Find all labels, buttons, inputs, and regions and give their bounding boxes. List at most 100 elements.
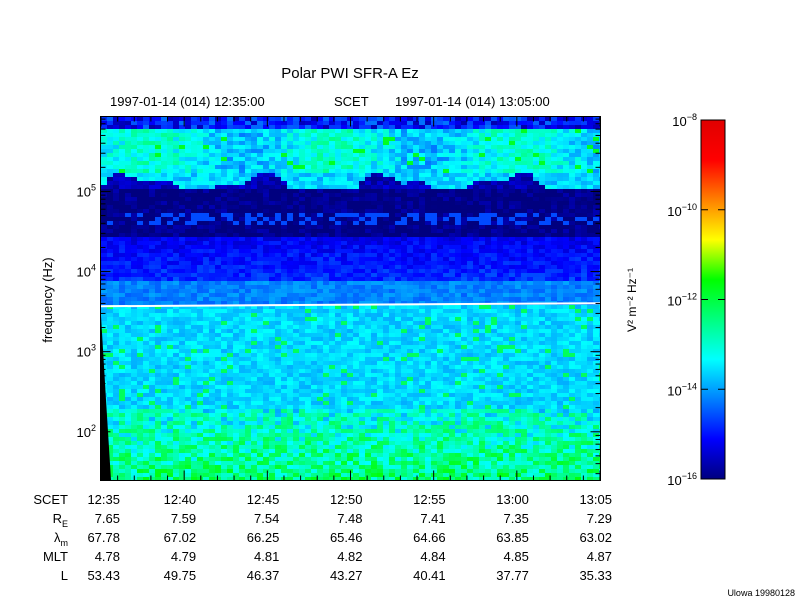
- spectrogram-cell: [311, 349, 318, 354]
- spectrogram-cell: [317, 317, 324, 322]
- spectrogram-cell: [161, 149, 168, 154]
- spectrogram-cell: [119, 365, 126, 370]
- spectrogram-cell: [311, 249, 318, 254]
- spectrogram-cell: [341, 433, 348, 438]
- spectrogram-cell: [317, 433, 324, 438]
- spectrogram-cell: [137, 345, 144, 350]
- spectrogram-cell: [113, 393, 120, 398]
- spectrogram-cell: [299, 117, 306, 122]
- spectrogram-cell: [299, 213, 306, 218]
- spectrogram-cell: [203, 301, 210, 306]
- spectrogram-cell: [269, 285, 276, 290]
- spectrogram-cell: [227, 277, 234, 282]
- spectrogram-cell: [113, 201, 120, 206]
- spectrogram-cell: [383, 165, 390, 170]
- spectrogram-cell: [341, 229, 348, 234]
- spectrogram-cell: [245, 261, 252, 266]
- spectrogram-cell: [245, 393, 252, 398]
- spectrogram-cell: [137, 145, 144, 150]
- spectrogram-cell: [395, 193, 402, 198]
- spectrogram-cell: [317, 173, 324, 178]
- spectrogram-cell: [377, 269, 384, 274]
- spectrogram-cell: [425, 153, 432, 158]
- spectrogram-cell: [401, 209, 408, 214]
- spectrogram-cell: [377, 237, 384, 242]
- spectrogram-cell: [329, 317, 336, 322]
- spectrogram-cell: [119, 205, 126, 210]
- spectrogram-cell: [185, 193, 192, 198]
- spectrogram-cell: [377, 393, 384, 398]
- spectrogram-cell: [113, 197, 120, 202]
- spectrogram-cell: [293, 345, 300, 350]
- spectrogram-cell: [413, 201, 420, 206]
- spectrogram-cell: [149, 337, 156, 342]
- spectrogram-cell: [131, 241, 138, 246]
- spectrogram-cell: [329, 321, 336, 326]
- spectrogram-cell: [197, 233, 204, 238]
- spectrogram-cell: [359, 273, 366, 278]
- spectrogram-cell: [203, 337, 210, 342]
- spectrogram-cell: [251, 145, 258, 150]
- spectrogram-cell: [281, 337, 288, 342]
- spectrogram-cell: [425, 365, 432, 370]
- spectrogram-cell: [143, 129, 150, 134]
- spectrogram-cell: [389, 369, 396, 374]
- spectrogram-cell: [101, 293, 108, 298]
- spectrogram-cell: [101, 125, 108, 130]
- spectrogram-cell: [299, 245, 306, 250]
- spectrogram-cell: [203, 421, 210, 426]
- spectrogram-cell: [305, 345, 312, 350]
- spectrogram-cell: [407, 125, 414, 130]
- spectrogram-cell: [305, 325, 312, 330]
- spectrogram-cell: [389, 437, 396, 442]
- spectrogram-cell: [131, 441, 138, 446]
- spectrogram-cell: [239, 349, 246, 354]
- spectrogram-cell: [251, 241, 258, 246]
- spectrogram-cell: [221, 233, 228, 238]
- spectrogram-cell: [341, 285, 348, 290]
- spectrogram-cell: [149, 161, 156, 166]
- spectrogram-cell: [293, 177, 300, 182]
- spectrogram-cell: [131, 165, 138, 170]
- spectrogram-cell: [185, 145, 192, 150]
- spectrogram-cell: [323, 409, 330, 414]
- spectrogram-cell: [377, 233, 384, 238]
- spectrogram-cell: [197, 133, 204, 138]
- spectrogram-cell: [119, 169, 126, 174]
- spectrogram-cell: [227, 365, 234, 370]
- spectrogram-cell: [173, 313, 180, 318]
- spectrogram-cell: [113, 337, 120, 342]
- spectrogram-cell: [413, 165, 420, 170]
- spectrogram-cell: [287, 121, 294, 126]
- spectrogram-cell: [185, 261, 192, 266]
- spectrogram-cell: [317, 333, 324, 338]
- spectrogram-cell: [227, 165, 234, 170]
- spectrogram-cell: [407, 197, 414, 202]
- spectrogram-cell: [293, 417, 300, 422]
- spectrogram-cell: [215, 329, 222, 334]
- spectrogram-cell: [347, 153, 354, 158]
- spectrogram-cell: [239, 121, 246, 126]
- spectrogram-cell: [269, 477, 276, 480]
- spectrogram-cell: [293, 213, 300, 218]
- spectrogram-cell: [245, 429, 252, 434]
- spectrogram-cell: [269, 233, 276, 238]
- spectrogram-cell: [173, 317, 180, 322]
- spectrogram-cell: [311, 477, 318, 480]
- spectrogram-cell: [383, 301, 390, 306]
- spectrogram-cell: [131, 409, 138, 414]
- spectrogram-cell: [329, 185, 336, 190]
- spectrogram-cell: [371, 205, 378, 210]
- spectrogram-cell: [305, 341, 312, 346]
- spectrogram-cell: [419, 201, 426, 206]
- spectrogram-cell: [137, 445, 144, 450]
- spectrogram-cell: [347, 361, 354, 366]
- spectrogram-cell: [179, 289, 186, 294]
- spectrogram-cell: [221, 265, 228, 270]
- spectrogram-cell: [239, 373, 246, 378]
- spectrogram-cell: [197, 461, 204, 466]
- spectrogram-cell: [143, 249, 150, 254]
- spectrogram-cell: [257, 241, 264, 246]
- spectrogram-cell: [383, 325, 390, 330]
- spectrogram-cell: [161, 209, 168, 214]
